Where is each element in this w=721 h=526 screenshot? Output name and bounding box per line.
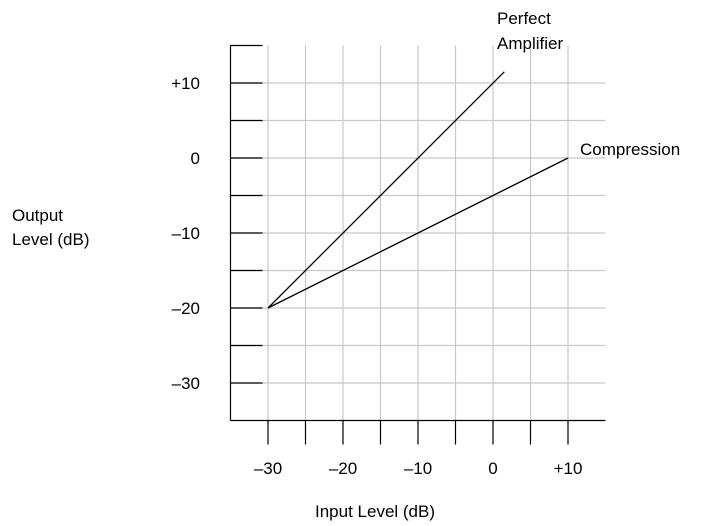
series-line-comp [267,157,569,309]
series-lines [267,71,569,309]
compression-label: Compression [580,140,681,159]
x-tick-label: –30 [254,459,282,478]
perfect-amplifier-label-line-1: Perfect [497,9,551,28]
x-tick-label: 0 [488,459,497,478]
x-tick-label: –10 [404,459,432,478]
ticks [230,44,569,445]
y-tick-label: +10 [171,74,200,93]
x-axis-title: Input Level (dB) [315,502,436,521]
y-axis-title: Output Level (dB) [12,204,132,252]
y-tick-label: –20 [172,299,200,318]
series-line-amp [267,71,505,309]
perfect-amplifier-label-line-2: Amplifier [497,34,564,53]
y-axis-title-line-1: Output [12,206,64,225]
perfect-amplifier-label: Perfect Amplifier [497,6,563,56]
x-tick-label: +10 [554,459,583,478]
y-axis-title-line-2: Level (dB) [12,230,90,249]
y-tick-label: –10 [172,224,200,243]
y-tick-label: –30 [172,374,200,393]
tick-labels: –30 –20 –10 0 +10 +10 0 –10 –20 –30 [171,74,582,478]
y-tick-label: 0 [191,149,200,168]
x-tick-label: –20 [329,459,357,478]
